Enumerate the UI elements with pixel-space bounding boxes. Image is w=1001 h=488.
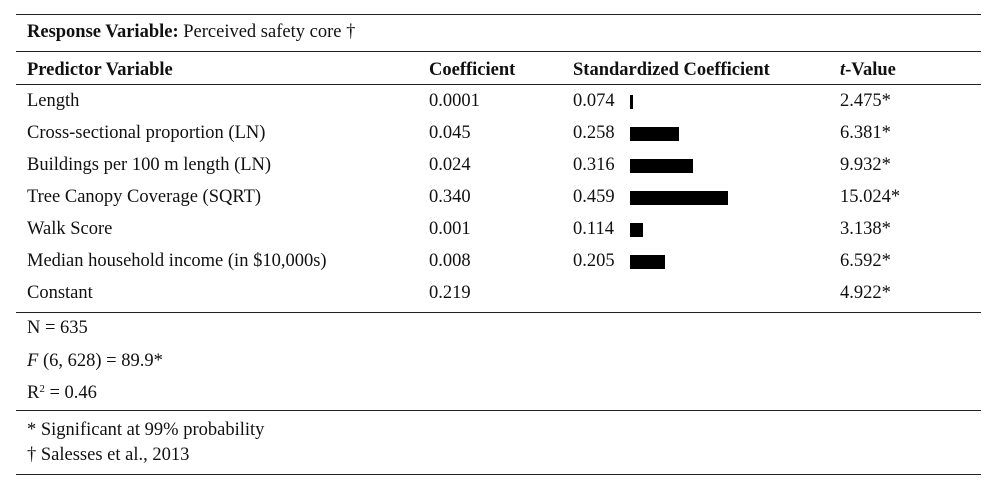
standardized-bar [630,159,693,173]
table-row: Constant 0.219 4.922* [0,277,1001,309]
response-rule [16,51,981,52]
standardized-cell: 0.074 [573,91,615,111]
stat-n: N = 635 [27,318,88,338]
stat-r-value: = 0.46 [44,383,97,403]
coefficient-cell: 0.045 [429,123,471,143]
header-rule [16,84,981,85]
response-variable: Response Variable: Perceived safety core… [27,21,355,43]
stat-f: F (6, 628) = 89.9* [27,350,163,372]
coefficient-cell: 0.001 [429,219,471,239]
coefficient-cell: 0.024 [429,155,471,175]
t-value-cell: 4.922* [840,283,891,303]
header-standardized: Standardized Coefficient [573,60,770,80]
stat-r-letter: R [27,383,40,403]
standardized-cell: 0.316 [573,155,615,175]
table-row: Buildings per 100 m length (LN) 0.024 0.… [0,149,1001,181]
t-value-cell: 6.381* [840,123,891,143]
predictor-cell: Buildings per 100 m length (LN) [27,155,272,175]
t-value-cell: 6.592* [840,251,891,271]
table-row: Tree Canopy Coverage (SQRT) 0.340 0.459 … [0,181,1001,213]
stat-f-value: (6, 628) = 89.9* [38,351,163,371]
coefficient-cell: 0.340 [429,187,471,207]
predictor-cell: Tree Canopy Coverage (SQRT) [27,187,262,207]
table-row: Length 0.0001 0.074 2.475* [0,85,1001,117]
response-value: Perceived safety core † [183,22,356,42]
note-source: † Salesses et al., 2013 [27,445,190,465]
stat-f-letter: F [27,351,39,371]
table-row: Median household income (in $10,000s) 0.… [0,245,1001,277]
header-t-suffix: -Value [845,60,896,80]
t-value-cell: 9.932* [840,155,891,175]
stats-rule [16,410,981,411]
standardized-bar [630,223,643,237]
predictor-cell: Length [27,91,80,111]
table-row: Walk Score 0.001 0.114 3.138* [0,213,1001,245]
coefficient-cell: 0.0001 [429,91,480,111]
coefficient-cell: 0.008 [429,251,471,271]
predictor-cell: Median household income (in $10,000s) [27,251,327,271]
coefficient-cell: 0.219 [429,283,471,303]
stat-r-squared: R2 = 0.46 [27,382,97,404]
standardized-cell: 0.258 [573,123,615,143]
t-value-cell: 15.024* [840,187,901,207]
table-row: Cross-sectional proportion (LN) 0.045 0.… [0,117,1001,149]
standardized-cell: 0.114 [573,219,614,239]
t-value-cell: 3.138* [840,219,891,239]
predictor-cell: Cross-sectional proportion (LN) [27,123,266,143]
note-significance: * Significant at 99% probability [27,420,265,440]
header-t-value: t-Value [840,59,896,81]
header-coefficient: Coefficient [429,60,516,80]
response-label: Response Variable: [27,22,179,42]
body-rule [16,312,981,313]
bottom-rule [16,474,981,475]
header-t-letter: t [840,60,846,80]
stat-r-superscript: 2 [39,383,45,395]
predictor-cell: Walk Score [27,219,113,239]
t-value-cell: 2.475* [840,91,891,111]
standardized-bar [630,191,728,205]
standardized-bar [630,127,679,141]
standardized-cell: 0.459 [573,187,615,207]
standardized-bar [630,95,633,109]
standardized-bar [630,255,665,269]
standardized-cell: 0.205 [573,251,615,271]
top-rule [16,14,981,15]
predictor-cell: Constant [27,283,93,303]
header-predictor: Predictor Variable [27,60,173,80]
